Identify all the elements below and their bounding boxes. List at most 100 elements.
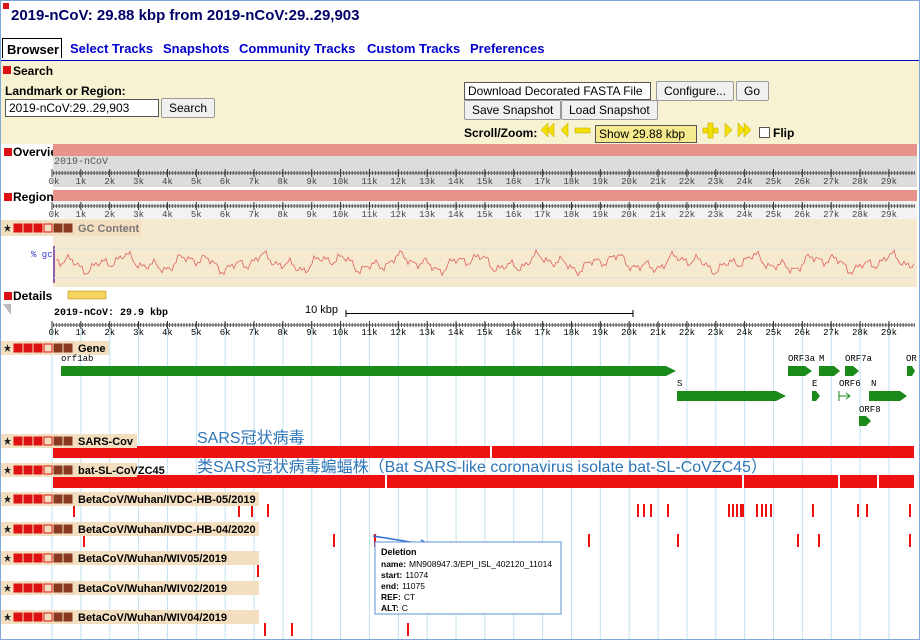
- track-icon[interactable]: [63, 494, 73, 504]
- variant[interactable]: [770, 504, 772, 517]
- track-icon[interactable]: [63, 436, 73, 446]
- track-icon[interactable]: [63, 223, 73, 233]
- track-icon[interactable]: [23, 343, 33, 353]
- track-icon[interactable]: [43, 553, 53, 563]
- track-icon[interactable]: [33, 612, 43, 622]
- gene-arrow[interactable]: [788, 366, 812, 376]
- track-icon[interactable]: [13, 612, 23, 622]
- favorite-icon[interactable]: [4, 613, 11, 621]
- alignment-bar[interactable]: [387, 475, 742, 488]
- gene-arrow[interactable]: [907, 366, 915, 376]
- favorite-icon[interactable]: [4, 466, 11, 474]
- save-snapshot-button[interactable]: Save Snapshot: [464, 100, 562, 120]
- variant[interactable]: [238, 504, 240, 517]
- collapse-icon[interactable]: [4, 193, 12, 201]
- variant[interactable]: [866, 504, 868, 517]
- zoom-select[interactable]: Show 29.88 kbp: [595, 125, 697, 143]
- track-icon[interactable]: [23, 223, 33, 233]
- track-icon[interactable]: [23, 436, 33, 446]
- alignment-bar[interactable]: [744, 475, 838, 488]
- variant[interactable]: [264, 623, 266, 636]
- scale-slider[interactable]: [67, 290, 107, 300]
- gene-arrow[interactable]: [859, 416, 871, 426]
- favorite-icon[interactable]: [4, 344, 11, 352]
- variant[interactable]: [83, 534, 85, 547]
- variant[interactable]: [765, 504, 767, 517]
- variant[interactable]: [818, 534, 820, 547]
- variant[interactable]: [267, 504, 269, 517]
- gene-arrow[interactable]: [677, 391, 786, 401]
- track-icon[interactable]: [23, 494, 33, 504]
- gene-arrow[interactable]: [869, 391, 907, 401]
- track-icon[interactable]: [23, 553, 33, 563]
- track-icon[interactable]: [23, 465, 33, 475]
- favorite-icon[interactable]: [4, 437, 11, 445]
- tab[interactable]: Select Tracks: [70, 41, 154, 56]
- track-icon[interactable]: [23, 524, 33, 534]
- track-icon[interactable]: [53, 223, 63, 233]
- configure-button[interactable]: Configure...: [656, 81, 735, 101]
- track-icon[interactable]: [43, 494, 53, 504]
- track-icon[interactable]: [33, 343, 43, 353]
- landmark-input[interactable]: 2019-nCoV:29..29,903: [5, 99, 159, 117]
- track-icon[interactable]: [63, 612, 73, 622]
- track-icon[interactable]: [53, 465, 63, 475]
- scroll-left-far[interactable]: [546, 122, 555, 138]
- collapse-icon[interactable]: [3, 66, 11, 74]
- track-icon[interactable]: [33, 583, 43, 593]
- gene-arrow[interactable]: [845, 366, 859, 376]
- variant[interactable]: [650, 504, 652, 517]
- collapse-icon[interactable]: [4, 292, 12, 300]
- download-select[interactable]: Download Decorated FASTA File: [464, 82, 651, 100]
- collapse-icon[interactable]: [4, 148, 12, 156]
- tab[interactable]: Community Tracks: [239, 41, 356, 56]
- variant[interactable]: [797, 534, 799, 547]
- variant[interactable]: [667, 504, 669, 517]
- track-icon[interactable]: [13, 465, 23, 475]
- track-icon[interactable]: [13, 553, 23, 563]
- favorite-icon[interactable]: [4, 584, 11, 592]
- variant[interactable]: [736, 504, 738, 517]
- alignment-bar[interactable]: [53, 475, 385, 488]
- scroll-right[interactable]: [724, 122, 733, 138]
- variant[interactable]: [407, 623, 409, 636]
- variant[interactable]: [909, 534, 911, 547]
- alignment-bar[interactable]: [840, 475, 877, 488]
- track-icon[interactable]: [13, 494, 23, 504]
- variant[interactable]: [677, 534, 679, 547]
- load-snapshot-button[interactable]: Load Snapshot: [561, 100, 658, 120]
- favorite-icon[interactable]: [4, 554, 11, 562]
- variant[interactable]: [333, 534, 335, 547]
- variant[interactable]: [857, 504, 859, 517]
- gene-arrow[interactable]: [812, 391, 820, 401]
- variant[interactable]: [909, 504, 911, 517]
- track-icon[interactable]: [33, 494, 43, 504]
- gene-arrow[interactable]: [838, 391, 851, 401]
- track-icon[interactable]: [63, 524, 73, 534]
- variant[interactable]: [756, 504, 758, 517]
- track-icon[interactable]: [53, 553, 63, 563]
- favorite-icon[interactable]: [4, 525, 11, 533]
- variant[interactable]: [732, 504, 734, 517]
- track-icon[interactable]: [53, 524, 63, 534]
- scroll-right-far[interactable]: [743, 122, 752, 138]
- track-icon[interactable]: [43, 583, 53, 593]
- track-icon[interactable]: [13, 223, 23, 233]
- favorite-icon[interactable]: [4, 495, 11, 503]
- track-icon[interactable]: [23, 612, 33, 622]
- track-icon[interactable]: [33, 465, 43, 475]
- scroll-left[interactable]: [560, 122, 569, 138]
- track-icon[interactable]: [53, 436, 63, 446]
- alignment-bar[interactable]: [879, 475, 914, 488]
- track-icon[interactable]: [23, 583, 33, 593]
- variant[interactable]: [73, 504, 75, 517]
- tab[interactable]: Snapshots: [163, 41, 230, 56]
- track-icon[interactable]: [63, 465, 73, 475]
- track-icon[interactable]: [53, 612, 63, 622]
- variant[interactable]: [728, 504, 730, 517]
- variant[interactable]: [251, 504, 253, 517]
- track-icon[interactable]: [63, 583, 73, 593]
- track-icon[interactable]: [43, 223, 53, 233]
- track-icon[interactable]: [63, 553, 73, 563]
- track-icon[interactable]: [43, 343, 53, 353]
